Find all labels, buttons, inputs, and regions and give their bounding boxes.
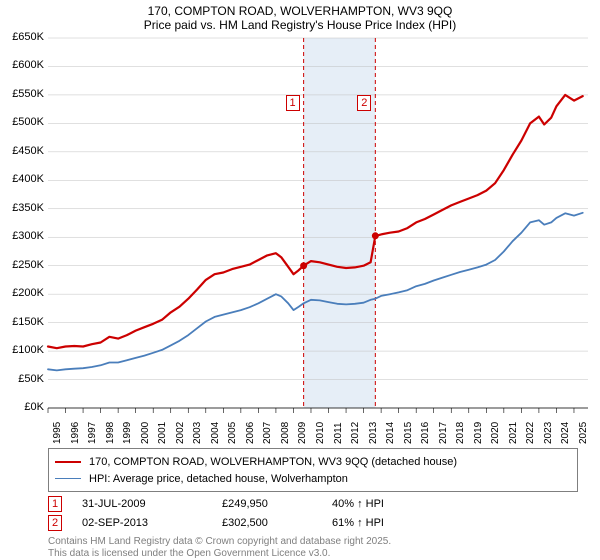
- y-tick-label: £350K: [0, 202, 44, 214]
- legend-label-price: 170, COMPTON ROAD, WOLVERHAMPTON, WV3 9Q…: [89, 456, 457, 468]
- txn-date-2: 02-SEP-2013: [82, 517, 222, 529]
- txn-marker-1: 1: [48, 496, 62, 512]
- x-tick-label: 2008: [280, 422, 291, 444]
- x-tick-label: 2020: [490, 422, 501, 444]
- x-tick-label: 2014: [385, 422, 396, 444]
- x-tick-label: 1995: [52, 422, 63, 444]
- legend-item-hpi: HPI: Average price, detached house, Wolv…: [55, 470, 571, 487]
- chart-plot-area: £0K£50K£100K£150K£200K£250K£300K£350K£40…: [48, 38, 588, 408]
- y-tick-label: £650K: [0, 31, 44, 43]
- x-tick-label: 2004: [210, 422, 221, 444]
- x-tick-label: 1998: [105, 422, 116, 444]
- x-tick-label: 2012: [350, 422, 361, 444]
- y-tick-label: £100K: [0, 344, 44, 356]
- y-tick-label: £450K: [0, 145, 44, 157]
- x-tick-label: 2007: [262, 422, 273, 444]
- y-tick-label: £250K: [0, 259, 44, 271]
- x-tick-label: 2021: [508, 422, 519, 444]
- legend-item-price: 170, COMPTON ROAD, WOLVERHAMPTON, WV3 9Q…: [55, 453, 571, 470]
- y-tick-label: £300K: [0, 230, 44, 242]
- txn-price-1: £249,950: [222, 498, 332, 510]
- table-row: 1 31-JUL-2009 £249,950 40% ↑ HPI: [48, 494, 578, 513]
- x-tick-label: 2013: [368, 422, 379, 444]
- x-tick-label: 2022: [525, 422, 536, 444]
- chart-title-line1: 170, COMPTON ROAD, WOLVERHAMPTON, WV3 9Q…: [0, 4, 600, 18]
- x-tick-label: 2018: [455, 422, 466, 444]
- y-tick-label: £500K: [0, 116, 44, 128]
- chart-annotation-1: 1: [286, 95, 300, 111]
- y-tick-label: £50K: [0, 373, 44, 385]
- x-tick-label: 2009: [297, 422, 308, 444]
- x-tick-label: 1999: [122, 422, 133, 444]
- x-tick-label: 2025: [578, 422, 589, 444]
- legend-swatch-hpi: [55, 478, 81, 479]
- footer-attribution: Contains HM Land Registry data © Crown c…: [48, 536, 391, 559]
- legend-box: 170, COMPTON ROAD, WOLVERHAMPTON, WV3 9Q…: [48, 448, 578, 492]
- x-tick-label: 2002: [175, 422, 186, 444]
- x-tick-label: 2005: [227, 422, 238, 444]
- x-tick-label: 2015: [403, 422, 414, 444]
- y-tick-label: £600K: [0, 59, 44, 71]
- table-row: 2 02-SEP-2013 £302,500 61% ↑ HPI: [48, 513, 578, 532]
- y-tick-label: £400K: [0, 173, 44, 185]
- x-tick-label: 2017: [438, 422, 449, 444]
- chart-title-line2: Price paid vs. HM Land Registry's House …: [0, 18, 600, 32]
- chart-svg: [48, 38, 588, 414]
- x-tick-label: 1997: [87, 422, 98, 444]
- x-tick-label: 2016: [420, 422, 431, 444]
- chart-annotation-2: 2: [357, 95, 371, 111]
- x-tick-label: 2011: [333, 422, 344, 444]
- x-tick-label: 2023: [543, 422, 554, 444]
- txn-date-1: 31-JUL-2009: [82, 498, 222, 510]
- x-tick-label: 2003: [192, 422, 203, 444]
- y-tick-label: £550K: [0, 88, 44, 100]
- legend-swatch-price: [55, 461, 81, 463]
- x-tick-label: 2006: [245, 422, 256, 444]
- x-tick-label: 1996: [70, 422, 81, 444]
- txn-pct-1: 40% ↑ HPI: [332, 498, 384, 510]
- footer-line1: Contains HM Land Registry data © Crown c…: [48, 536, 391, 548]
- txn-marker-2: 2: [48, 515, 62, 531]
- transactions-table: 1 31-JUL-2009 £249,950 40% ↑ HPI 2 02-SE…: [48, 494, 578, 532]
- txn-pct-2: 61% ↑ HPI: [332, 517, 384, 529]
- y-tick-label: £0K: [0, 401, 44, 413]
- legend-label-hpi: HPI: Average price, detached house, Wolv…: [89, 473, 348, 485]
- y-tick-label: £150K: [0, 316, 44, 328]
- y-tick-label: £200K: [0, 287, 44, 299]
- x-tick-label: 2000: [140, 422, 151, 444]
- x-tick-label: 2019: [473, 422, 484, 444]
- x-tick-label: 2010: [315, 422, 326, 444]
- x-tick-label: 2024: [560, 422, 571, 444]
- footer-line2: This data is licensed under the Open Gov…: [48, 548, 391, 560]
- x-tick-label: 2001: [157, 422, 168, 444]
- txn-price-2: £302,500: [222, 517, 332, 529]
